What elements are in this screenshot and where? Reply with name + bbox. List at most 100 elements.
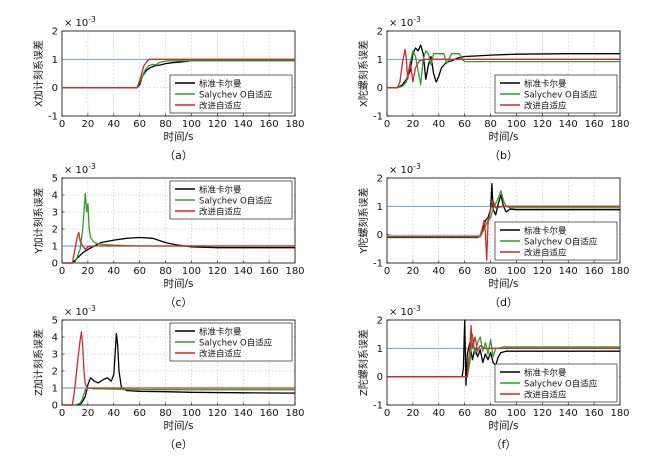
y-axis-label: X陀螺刻系误差 <box>357 40 370 107</box>
x-tick-label: 100 <box>507 408 526 419</box>
series-line-1 <box>387 319 620 386</box>
x-tick-label: 140 <box>559 119 578 130</box>
x-tick-label: 160 <box>260 266 279 277</box>
legend-label-3: 改进自适应 <box>524 247 567 258</box>
series-line-3 <box>387 325 620 378</box>
panel-caption: （c） <box>164 296 192 309</box>
y-axis-label: Z加计刻系误差 <box>32 329 45 396</box>
y-tick-label: 3 <box>52 208 58 219</box>
y-tick-label: 2 <box>52 27 58 38</box>
legend-label-2: Salychev O自适应 <box>524 236 598 247</box>
chart-5: 0 20 40 60 80 100 120 140 160 180 0 1 2 3 4 5 × 10-3 Z加计刻… <box>32 304 305 451</box>
y-tick-label: 1 <box>377 55 383 66</box>
x-tick-label: 80 <box>484 266 497 277</box>
x-tick-label: 140 <box>234 119 253 130</box>
x-tick-label: 160 <box>585 119 604 130</box>
x-tick-label: 160 <box>260 119 279 130</box>
x-tick-label: 100 <box>182 266 201 277</box>
panel-caption: （d） <box>489 296 518 309</box>
y-tick-label: 0 <box>52 83 58 94</box>
y-tick-label: 0 <box>377 230 383 241</box>
x-tick-label: 60 <box>458 119 471 130</box>
panel-caption: （e） <box>164 438 193 451</box>
x-tick-label: 60 <box>133 408 146 419</box>
x-tick-label: 160 <box>260 408 279 419</box>
x-axis-label: 时间/s <box>488 419 518 432</box>
legend-label-3: 改进自适应 <box>199 100 242 111</box>
panel-caption: （f） <box>491 438 517 451</box>
x-tick-label: 80 <box>159 408 172 419</box>
y-tick-label: 1 <box>377 202 383 213</box>
series-line-1 <box>62 332 296 406</box>
x-tick-label: 60 <box>458 408 471 419</box>
x-tick-label: 140 <box>559 266 578 277</box>
series-line-3 <box>62 331 295 406</box>
y-axis-label: Z陀螺刻系误差 <box>357 329 370 396</box>
x-tick-label: 140 <box>559 408 578 419</box>
legend-label-3: 改进自适应 <box>199 348 242 359</box>
x-tick-label: 140 <box>234 408 253 419</box>
exponent-label: × 10-3 <box>64 15 96 29</box>
legend-label-1: 标准卡尔曼 <box>524 78 567 89</box>
y-tick-label: 2 <box>377 27 383 38</box>
x-tick-label: 0 <box>59 266 65 277</box>
y-tick-label: 5 <box>52 174 58 185</box>
x-tick-label: 100 <box>182 119 201 130</box>
x-tick-label: 140 <box>234 266 253 277</box>
x-tick-label: 20 <box>82 119 95 130</box>
exponent-label: × 10-3 <box>389 162 421 176</box>
x-tick-label: 100 <box>507 266 526 277</box>
y-tick-label: 1 <box>52 55 58 66</box>
x-tick-label: 180 <box>285 119 304 130</box>
y-tick-label: 4 <box>52 191 58 202</box>
exponent-label: × 10-3 <box>389 304 421 318</box>
legend-label-1: 标准卡尔曼 <box>524 367 567 378</box>
y-tick-label: 2 <box>52 225 58 236</box>
series-line-3 <box>387 48 620 89</box>
x-tick-label: 40 <box>432 408 445 419</box>
legend-label-1: 标准卡尔曼 <box>199 78 242 89</box>
chart-3: 0 20 40 60 80 100 120 140 160 180 0 1 2 3 4 5 × 10-3 Y加计刻… <box>32 162 305 309</box>
x-axis-label: 时间/s <box>163 419 193 432</box>
x-tick-label: 120 <box>208 119 227 130</box>
x-tick-label: 80 <box>484 119 497 130</box>
x-tick-label: 160 <box>585 408 604 419</box>
x-tick-label: 20 <box>407 119 420 130</box>
legend-label-3: 改进自适应 <box>524 389 567 400</box>
x-tick-label: 180 <box>285 266 304 277</box>
x-tick-label: 120 <box>208 408 227 419</box>
x-tick-label: 180 <box>610 119 629 130</box>
legend-label-2: Salychev O自适应 <box>524 378 598 389</box>
y-tick-label: 3 <box>52 350 58 361</box>
x-tick-label: 40 <box>432 266 445 277</box>
exponent-label: × 10-3 <box>389 15 421 29</box>
x-tick-label: 40 <box>432 119 445 130</box>
y-tick-label: 5 <box>52 316 58 327</box>
series-line-2 <box>387 190 620 238</box>
y-tick-label: -1 <box>373 112 383 123</box>
x-tick-label: 0 <box>384 408 390 419</box>
x-tick-label: 60 <box>133 119 146 130</box>
x-tick-label: 60 <box>458 266 471 277</box>
series-line-2 <box>62 387 295 406</box>
x-axis-label: 时间/s <box>488 130 518 143</box>
x-tick-label: 120 <box>208 266 227 277</box>
x-axis-label: 时间/s <box>163 130 193 143</box>
series-line-3 <box>62 58 295 89</box>
legend-label-2: Salychev O自适应 <box>199 195 273 206</box>
x-tick-label: 40 <box>107 408 120 419</box>
series-line-3 <box>62 231 295 264</box>
x-tick-label: 40 <box>107 119 120 130</box>
x-tick-label: 0 <box>384 266 390 277</box>
panel-caption: （b） <box>489 149 518 162</box>
exponent-label: × 10-3 <box>64 162 96 176</box>
x-tick-label: 100 <box>507 119 526 130</box>
legend-label-1: 标准卡尔曼 <box>524 225 567 236</box>
x-tick-label: 80 <box>484 408 497 419</box>
